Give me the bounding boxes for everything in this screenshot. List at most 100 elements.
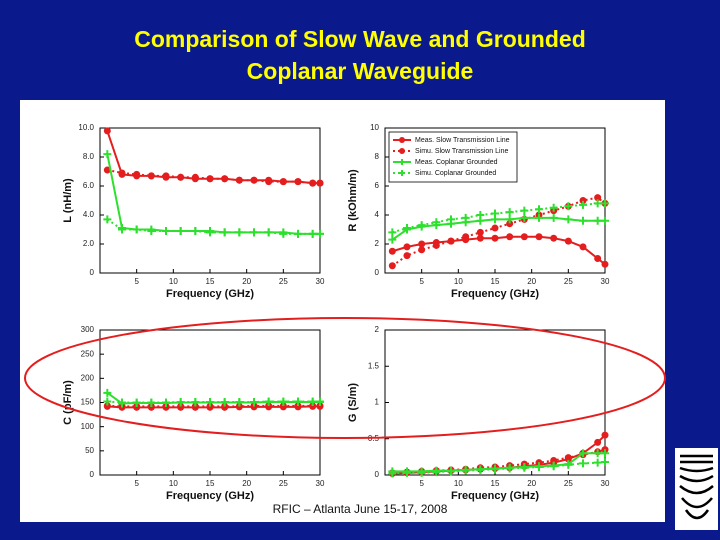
marker xyxy=(432,218,441,227)
y-tick-label: 6 xyxy=(375,181,380,190)
marker xyxy=(593,458,602,467)
x-axis-label: Frequency (GHz) xyxy=(451,288,539,300)
marker xyxy=(403,468,411,477)
marker xyxy=(309,179,317,187)
marker xyxy=(520,463,529,472)
marker xyxy=(476,465,485,474)
marker xyxy=(294,229,302,238)
marker xyxy=(594,438,602,446)
marker xyxy=(388,262,396,270)
marker xyxy=(265,178,273,186)
marker xyxy=(418,240,426,248)
marker xyxy=(176,398,185,407)
marker xyxy=(549,203,558,212)
y-axis-label: G (S/m) xyxy=(347,383,359,422)
marker xyxy=(593,199,602,208)
marker xyxy=(235,228,244,237)
marker xyxy=(308,397,317,406)
x-tick-label: 20 xyxy=(527,479,536,488)
marker xyxy=(316,179,324,187)
y-tick-label: 4 xyxy=(375,210,380,219)
marker xyxy=(220,398,229,407)
marker xyxy=(594,255,602,262)
series-line xyxy=(107,400,320,404)
marker xyxy=(491,209,499,218)
y-tick-label: 250 xyxy=(81,349,95,358)
marker xyxy=(147,398,156,407)
x-tick-label: 15 xyxy=(491,479,500,488)
marker xyxy=(505,464,514,473)
marker xyxy=(279,397,288,406)
x-tick-label: 25 xyxy=(279,277,288,286)
marker xyxy=(103,215,112,224)
marker xyxy=(147,226,156,235)
chart: 0 2.0 4.0 6.0 8.0 10.0 5 10 15 20 25 30 Frequency (G… xyxy=(62,123,325,300)
chart: 0 50 100 150 200 250 300 5 10 15 20 25 30 Frequency (… xyxy=(62,325,325,502)
content-panel xyxy=(20,100,665,522)
series-line xyxy=(107,169,320,185)
marker xyxy=(535,463,543,472)
marker xyxy=(579,449,587,458)
marker xyxy=(264,228,273,237)
x-tick-label: 10 xyxy=(169,277,178,286)
y-tick-label: 2 xyxy=(375,239,380,248)
marker xyxy=(279,178,287,186)
y-tick-label: 150 xyxy=(81,398,95,407)
y-tick-label: 0 xyxy=(375,470,380,479)
marker xyxy=(133,170,141,178)
marker xyxy=(176,226,185,235)
marker xyxy=(417,221,426,230)
marker xyxy=(601,216,609,225)
marker xyxy=(221,175,229,183)
x-tick-label: 10 xyxy=(454,277,463,286)
series-line xyxy=(391,196,606,267)
marker xyxy=(206,175,214,183)
marker xyxy=(535,233,543,241)
marker xyxy=(403,224,411,233)
marker xyxy=(447,237,455,245)
marker xyxy=(520,206,529,215)
marker xyxy=(550,457,558,464)
marker xyxy=(235,176,243,184)
y-tick-label: 0 xyxy=(90,268,95,277)
marker xyxy=(388,247,396,255)
x-tick-label: 30 xyxy=(316,479,325,488)
y-tick-label: 10.0 xyxy=(78,123,94,132)
marker xyxy=(103,166,111,174)
marker xyxy=(191,173,199,181)
marker xyxy=(505,215,514,224)
marker xyxy=(191,226,200,235)
x-tick-label: 5 xyxy=(419,277,424,286)
x-tick-label: 30 xyxy=(601,277,610,286)
marker xyxy=(250,228,258,237)
y-tick-label: 200 xyxy=(81,373,95,382)
marker xyxy=(417,468,426,477)
marker xyxy=(601,260,609,268)
series-line xyxy=(391,216,605,241)
y-tick-label: 0 xyxy=(90,470,95,479)
marker xyxy=(103,402,111,410)
x-axis-label: Frequency (GHz) xyxy=(166,490,254,502)
x-tick-label: 25 xyxy=(564,479,573,488)
marker xyxy=(235,398,244,407)
series-line xyxy=(392,202,605,234)
marker xyxy=(162,226,170,235)
y-tick-label: 6.0 xyxy=(83,181,95,190)
x-tick-label: 10 xyxy=(454,479,463,488)
x-tick-label: 15 xyxy=(206,277,215,286)
marker xyxy=(103,397,112,406)
marker xyxy=(564,215,573,224)
marker xyxy=(177,173,185,181)
y-tick-label: 2.0 xyxy=(83,239,95,248)
y-tick-label: 8 xyxy=(375,152,380,161)
marker xyxy=(535,205,543,214)
marker xyxy=(132,225,141,234)
marker xyxy=(461,466,470,475)
footer: RFIC – Atlanta June 15-17, 2008 xyxy=(273,502,448,516)
marker xyxy=(206,228,214,237)
marker xyxy=(601,449,609,458)
series-line xyxy=(106,218,320,235)
marker xyxy=(601,457,609,466)
